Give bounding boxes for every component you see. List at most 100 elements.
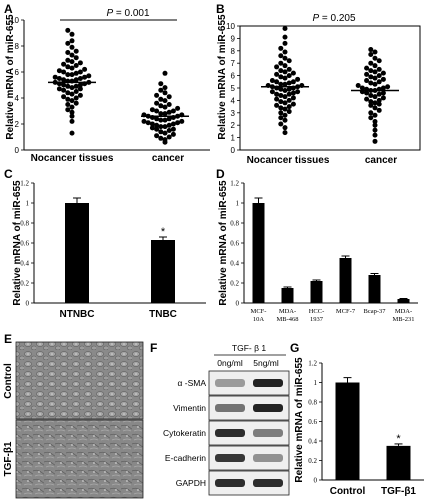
data-point <box>69 59 75 65</box>
data-point <box>158 111 164 117</box>
condition-label: 5ng/ml <box>253 358 279 368</box>
data-point <box>376 79 382 85</box>
y-tick-label: 0.6 <box>230 240 239 248</box>
data-point <box>69 104 75 110</box>
y-tick-label: 7 <box>231 59 236 68</box>
data-point <box>166 128 172 133</box>
data-point <box>61 61 67 67</box>
data-point <box>69 109 75 115</box>
data-point <box>73 83 79 89</box>
data-point <box>282 87 288 93</box>
data-point <box>282 63 288 69</box>
data-point <box>77 92 83 98</box>
data-point <box>158 103 164 109</box>
panel-label-a: A <box>4 2 13 16</box>
data-point <box>380 70 386 76</box>
data-point <box>274 64 280 70</box>
bar <box>281 288 294 303</box>
data-point <box>380 90 386 96</box>
data-point <box>274 79 280 85</box>
data-point <box>278 110 284 116</box>
blot-band <box>253 379 283 387</box>
data-point <box>368 92 374 98</box>
tgf-cell-image <box>15 419 144 499</box>
data-point <box>158 135 164 141</box>
bar <box>397 299 410 303</box>
data-point <box>290 90 296 96</box>
y-tick-label: 0.4 <box>308 438 317 446</box>
data-point <box>149 125 155 131</box>
data-point <box>77 76 83 81</box>
bar-chart-g: Relative mRNA of miR-655 0 0.2 0.4 0.6 0.8 1 1… <box>294 357 424 497</box>
y-axis-label: Relative mRNA of miR-655 <box>294 357 305 483</box>
data-point <box>166 134 172 140</box>
data-point <box>77 69 83 75</box>
data-point <box>282 49 288 55</box>
data-point <box>69 118 75 124</box>
data-point <box>368 102 374 108</box>
y-tick-label: 3 <box>231 109 236 118</box>
data-point <box>65 83 71 89</box>
data-point <box>69 130 75 136</box>
data-point <box>368 110 374 116</box>
data-point <box>162 137 168 143</box>
data-point <box>162 70 168 76</box>
y-tick-label: 2 <box>231 121 236 130</box>
data-point <box>368 68 374 74</box>
data-point <box>372 75 378 81</box>
microscopy-panel: Control TGF-β1 <box>3 341 144 499</box>
data-point <box>364 65 370 71</box>
data-point <box>149 121 155 127</box>
data-point <box>364 90 370 96</box>
data-point <box>376 66 382 72</box>
bar <box>310 281 323 303</box>
panel-label-g: G <box>290 341 299 355</box>
blot-band <box>215 429 245 437</box>
y-tick-label: 6 <box>231 72 236 81</box>
scatter-chart-b: Relative mRNA of miR-655 P = 0.205 Nocan… <box>217 13 421 166</box>
data-point <box>69 38 75 44</box>
data-point <box>372 112 378 118</box>
x-tick-label: MB-468 <box>276 316 298 323</box>
data-point <box>380 85 386 91</box>
y-tick-label: 0 <box>231 146 236 155</box>
data-point <box>77 60 83 66</box>
y-tick-label: 0.8 <box>230 220 239 228</box>
data-point <box>368 52 374 58</box>
y-tick-label: 0.2 <box>308 457 317 465</box>
data-point <box>380 76 386 82</box>
data-point <box>282 117 288 123</box>
data-point <box>77 82 83 88</box>
data-point <box>372 100 378 106</box>
data-point <box>65 90 71 96</box>
data-point <box>73 70 79 76</box>
data-point <box>286 91 292 97</box>
data-point <box>269 78 275 84</box>
data-point <box>170 126 176 132</box>
data-point <box>290 70 296 76</box>
data-point <box>282 125 288 131</box>
data-point <box>282 100 288 106</box>
data-point <box>380 95 386 101</box>
x-tick-label: 10A <box>253 316 265 323</box>
data-point <box>65 107 71 113</box>
y-tick-label: 1.2 <box>230 180 239 188</box>
bar <box>252 203 265 303</box>
data-point <box>61 87 67 93</box>
data-point <box>274 91 280 97</box>
data-point <box>368 80 374 86</box>
x-tick-label: MCF- <box>251 308 267 315</box>
data-point <box>166 102 172 107</box>
data-point <box>73 89 79 94</box>
y-axis-label: Relative mRNA of miR-655 <box>12 180 23 306</box>
y-tick-label: 0.4 <box>20 260 29 268</box>
bar-chart-c: Relative mRNA of miR-655 0 0.2 0.4 0.6 0.8 1 1… <box>12 180 206 320</box>
data-point <box>162 124 168 130</box>
data-point <box>69 44 75 50</box>
bar <box>339 258 352 303</box>
bar <box>151 240 175 303</box>
y-tick-label: 0.6 <box>308 418 317 426</box>
data-point <box>69 72 75 78</box>
y-tick-label: 8 <box>231 47 236 56</box>
significance-marker: * <box>396 433 401 445</box>
